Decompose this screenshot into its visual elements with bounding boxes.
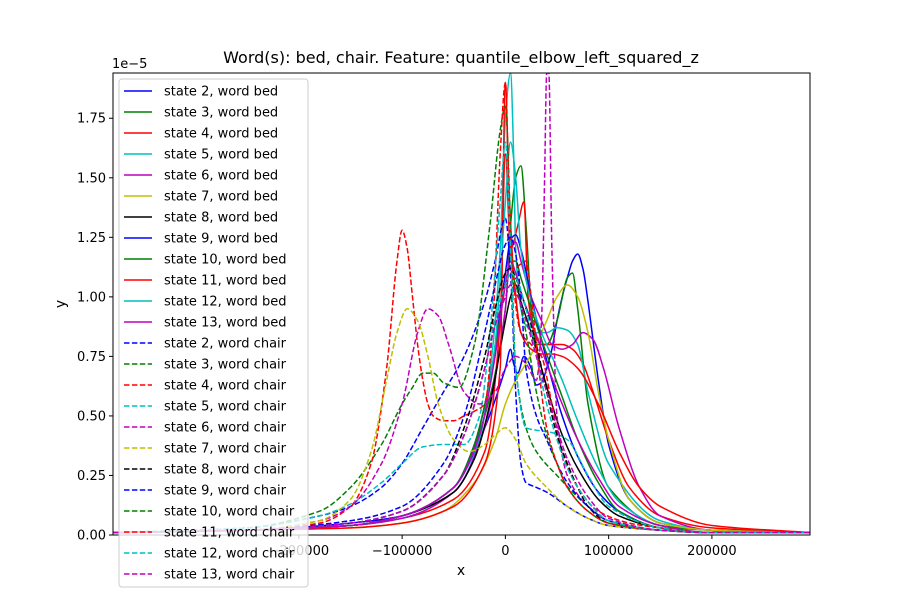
legend-label: state 13, word chair bbox=[164, 568, 295, 583]
y-tick-label: 1.75 bbox=[77, 112, 106, 127]
legend-label: state 2, word chair bbox=[164, 337, 287, 352]
legend: state 2, word bed state 3, word bed state … bbox=[118, 78, 309, 588]
legend-label: state 3, word chair bbox=[164, 358, 287, 373]
legend-label: state 9, word bed bbox=[164, 232, 278, 247]
x-tick-label: −100000 bbox=[372, 544, 433, 559]
series-line-10 bbox=[113, 81, 810, 534]
x-tick-label: 100000 bbox=[584, 544, 634, 559]
series-line-23 bbox=[113, 272, 810, 534]
y-tick-label: 1.50 bbox=[77, 171, 106, 186]
legend-box bbox=[118, 78, 309, 588]
legend-label: state 11, word chair bbox=[164, 526, 295, 541]
legend-label: state 7, word bed bbox=[164, 190, 278, 205]
y-axis-label: y bbox=[53, 300, 69, 308]
legend-label: state 12, word bed bbox=[164, 295, 286, 310]
legend-label: state 4, word bed bbox=[164, 127, 278, 142]
y-axis-ticks: 0.00 0.25 0.50 0.75 1.00 1.25 1.50 1.75 bbox=[77, 112, 113, 544]
series-line-18 bbox=[113, 308, 810, 534]
x-tick-label: 0 bbox=[501, 544, 509, 559]
legend-label: state 7, word chair bbox=[164, 442, 287, 457]
y-offset-label: 1e−5 bbox=[112, 57, 147, 72]
y-tick-label: 0.50 bbox=[77, 409, 106, 424]
series-line-20 bbox=[113, 236, 810, 534]
plot-frame bbox=[112, 72, 811, 536]
legend-label: state 13, word bed bbox=[164, 316, 286, 331]
series-lines bbox=[113, 73, 810, 534]
legend-label: state 10, word chair bbox=[164, 505, 295, 520]
legend-label: state 6, word bed bbox=[164, 169, 278, 184]
x-axis-label: x bbox=[457, 563, 465, 579]
legend-label: state 12, word chair bbox=[164, 547, 295, 562]
series-line-15 bbox=[113, 81, 810, 534]
legend-label: state 9, word chair bbox=[164, 484, 287, 499]
series-line-5 bbox=[113, 241, 810, 534]
legend-label: state 10, word bed bbox=[164, 253, 286, 268]
legend-label: state 4, word chair bbox=[164, 379, 287, 394]
legend-label: state 8, word bed bbox=[164, 211, 278, 226]
y-tick-label: 0.75 bbox=[77, 350, 106, 365]
series-line-16 bbox=[113, 141, 810, 534]
legend-label: state 8, word chair bbox=[164, 463, 287, 478]
legend-label: state 11, word bed bbox=[164, 274, 286, 289]
y-tick-label: 0.25 bbox=[77, 469, 106, 484]
legend-label: state 3, word bed bbox=[164, 106, 278, 121]
legend-label: state 6, word chair bbox=[164, 421, 287, 436]
x-tick-label: 200000 bbox=[687, 544, 737, 559]
y-tick-label: 1.00 bbox=[77, 290, 106, 305]
legend-label: state 5, word bed bbox=[164, 148, 278, 163]
series-line-14 bbox=[113, 105, 810, 534]
legend-label: state 2, word bed bbox=[164, 85, 278, 100]
series-line-24 bbox=[113, 284, 810, 534]
legend-label: state 5, word chair bbox=[164, 400, 287, 415]
chart-title: Word(s): bed, chair. Feature: quantile_e… bbox=[223, 48, 699, 68]
series-line-17 bbox=[113, 73, 810, 534]
y-tick-label: 1.25 bbox=[77, 231, 106, 246]
y-tick-label: 0.00 bbox=[77, 529, 106, 544]
